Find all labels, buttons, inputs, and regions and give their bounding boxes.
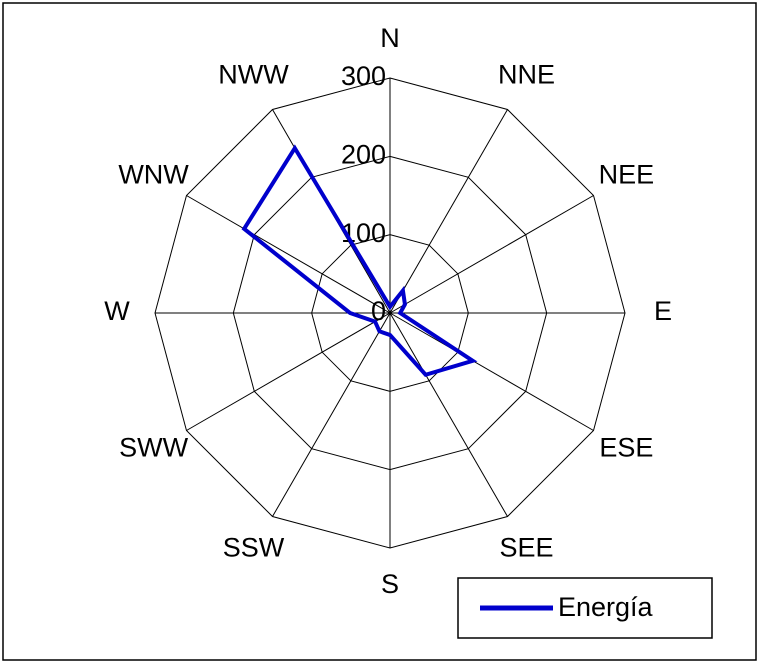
r-tick-label: 100 [341, 218, 386, 248]
category-label: NNE [498, 60, 555, 90]
category-label: SWW [119, 433, 188, 463]
category-label: SSW [223, 533, 285, 563]
spoke [389, 312, 508, 517]
category-label: ESE [599, 433, 653, 463]
category-label: S [381, 569, 399, 599]
r-tick-label: 300 [341, 61, 386, 91]
spoke [389, 109, 508, 314]
series-line [241, 144, 478, 378]
category-label: W [104, 296, 130, 326]
category-label: SEE [499, 533, 553, 563]
r-tick-label: 0 [371, 296, 386, 326]
spoke [272, 312, 391, 517]
r-tick-label: 200 [341, 139, 386, 169]
spoke [389, 312, 594, 431]
spoke [389, 195, 594, 314]
legend-label: Energía [558, 592, 654, 622]
category-label: NWW [218, 60, 289, 90]
category-label: N [380, 23, 400, 53]
category-label: NEE [599, 160, 655, 190]
spoke [186, 195, 391, 314]
category-label: E [654, 296, 672, 326]
category-label: WNW [118, 160, 189, 190]
spoke [186, 312, 391, 431]
